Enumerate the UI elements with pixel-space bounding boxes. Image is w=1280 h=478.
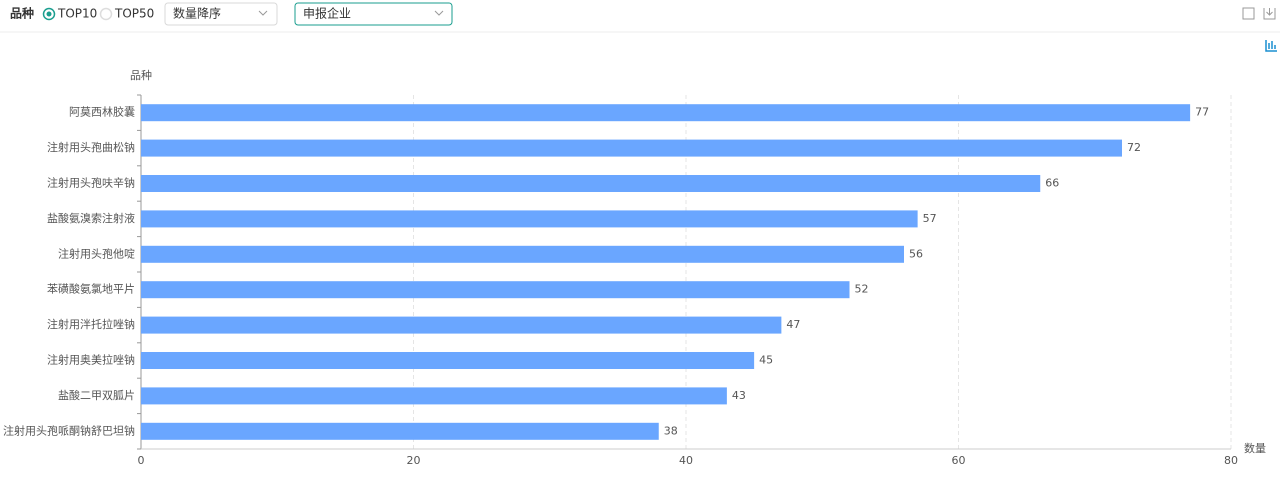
bar <box>141 210 918 228</box>
y-tick-label: 注射用奥美拉唑钠 <box>47 353 135 367</box>
bar <box>141 387 727 405</box>
data-label: 38 <box>664 424 678 437</box>
x-tick-label: 0 <box>138 454 145 467</box>
sort-select[interactable] <box>164 2 278 26</box>
bar <box>141 245 904 263</box>
data-label: 66 <box>1045 177 1059 190</box>
radio-dot <box>46 11 52 17</box>
chevron <box>258 10 268 16</box>
bar <box>141 139 1122 157</box>
chevron <box>434 10 444 16</box>
bar <box>141 352 755 369</box>
y-tick-label: 注射用头孢曲松钠 <box>47 140 135 154</box>
bar <box>141 316 782 334</box>
y-tick-label: 注射用头孢哌酮钠舒巴坦钠 <box>3 423 135 437</box>
fullscreen-icon[interactable] <box>1242 7 1255 20</box>
bar <box>141 281 850 299</box>
data-label: 77 <box>1195 106 1209 119</box>
y-tick-label: 阿莫西林胶囊 <box>69 105 135 119</box>
y-tick-label: 注射用泮托拉唑钠 <box>47 317 135 331</box>
data-label: 45 <box>759 354 773 367</box>
radio-label: TOP50 <box>114 7 154 21</box>
bar <box>141 422 659 440</box>
x-axis-title: 数量 <box>1244 442 1266 455</box>
radio[interactable] <box>99 7 113 21</box>
sort-text: 数量降序 <box>173 6 221 21</box>
y-tick-label: 苯磺酸氨氯地平片 <box>47 282 135 296</box>
y-tick-label: 注射用头孢他啶 <box>58 246 135 260</box>
chart-type-icon[interactable] <box>1265 40 1277 52</box>
y-tick-label: 注射用头孢呋辛钠 <box>47 176 135 190</box>
group-select[interactable] <box>294 2 453 26</box>
y-tick-label: 盐酸二甲双胍片 <box>58 388 135 402</box>
bar <box>141 104 1191 122</box>
data-label: 56 <box>909 247 923 260</box>
group-text: 申报企业 <box>303 6 351 21</box>
data-label: 43 <box>732 389 746 402</box>
x-tick-label: 40 <box>679 454 693 467</box>
bar <box>141 175 1041 192</box>
radio-group: TOP10 TOP50 <box>42 7 154 21</box>
data-label: 72 <box>1127 141 1141 154</box>
download-icon[interactable] <box>1263 8 1276 20</box>
data-label: 52 <box>855 283 869 296</box>
x-tick-label: 20 <box>407 454 421 467</box>
data-label: 57 <box>923 212 937 225</box>
radio-label: TOP10 <box>57 7 97 21</box>
toolbar-label: 品种 <box>10 6 34 21</box>
y-axis-title: 品种 <box>130 68 152 82</box>
y-tick-label: 盐酸氨溴索注射液 <box>47 211 135 225</box>
x-tick-label: 60 <box>952 454 966 467</box>
x-tick-label: 80 <box>1224 454 1238 467</box>
data-label: 47 <box>786 318 800 331</box>
